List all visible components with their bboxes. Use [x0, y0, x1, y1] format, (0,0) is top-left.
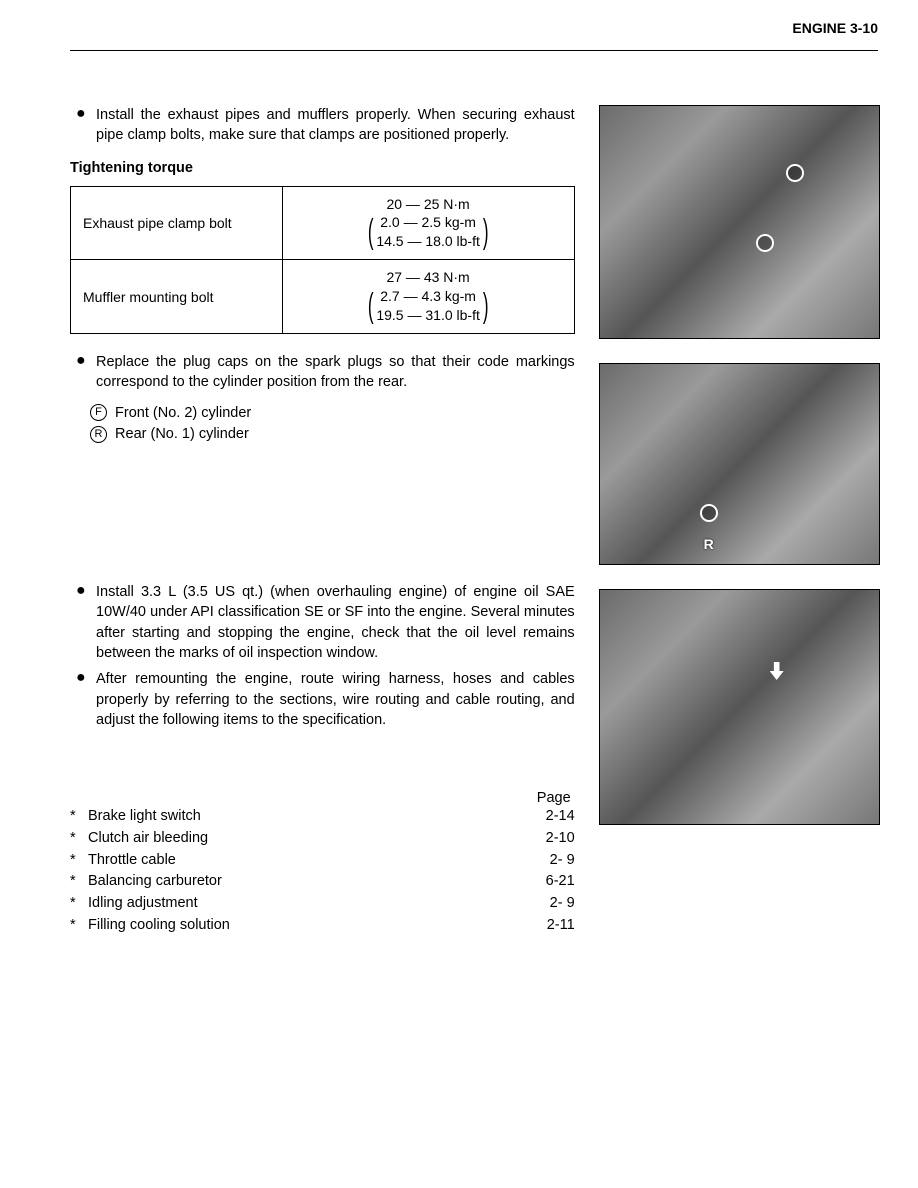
page-reference-line: *Idling adjustment 2- 9	[70, 893, 575, 915]
ref-star: *	[70, 806, 88, 828]
right-paren-icon: )	[483, 289, 489, 323]
callout-circle-icon	[756, 234, 774, 252]
ref-page-number: 2-11	[535, 915, 575, 937]
ref-page-number: 2-14	[535, 806, 575, 828]
ref-label: Balancing carburetor	[88, 871, 222, 893]
callout-circle-icon	[786, 164, 804, 182]
ref-label: Brake light switch	[88, 806, 201, 828]
ref-dots	[205, 815, 531, 816]
torque-value-cell: 20 — 25 N·m ( 2.0 — 2.5 kg-m 14.5 — 18.0…	[282, 186, 574, 260]
spacer	[70, 446, 575, 582]
engine-photo-oil-window	[599, 589, 880, 825]
ref-page-number: 2- 9	[535, 893, 575, 915]
torque-label-cell: Muffler mounting bolt	[71, 260, 283, 334]
torque-lbft: 14.5 — 18.0 lb-ft	[376, 232, 480, 251]
bullet-item: ● After remounting the engine, route wir…	[70, 669, 575, 730]
page-reference-line: *Filling cooling solution 2-11	[70, 915, 575, 937]
ref-star: *	[70, 850, 88, 872]
page-reference-line: *Clutch air bleeding 2-10	[70, 828, 575, 850]
ref-page-number: 6-21	[535, 871, 575, 893]
content-columns: ● Install the exhaust pipes and mufflers…	[70, 105, 878, 937]
ref-dots	[202, 902, 531, 903]
bullet-text: After remounting the engine, route wirin…	[96, 669, 575, 730]
cylinder-lines: F Front (No. 2) cylinder R Rear (No. 1) …	[90, 403, 575, 447]
left-column: ● Install the exhaust pipes and mufflers…	[70, 105, 575, 937]
bullet-item: ● Install the exhaust pipes and mufflers…	[70, 105, 575, 146]
page-container: ENGINE 3-10 ● Install the exhaust pipes …	[0, 0, 918, 977]
torque-table: Exhaust pipe clamp bolt 20 — 25 N·m ( 2.…	[70, 186, 575, 334]
ref-dots	[234, 924, 531, 925]
callout-circle-icon	[700, 504, 718, 522]
torque-nm: 27 — 43 N·m	[295, 268, 562, 287]
ref-star: *	[70, 893, 88, 915]
page-reference-line: *Balancing carburetor 6-21	[70, 871, 575, 893]
left-paren-icon: (	[368, 215, 374, 249]
page-reference-line: *Throttle cable 2- 9	[70, 850, 575, 872]
torque-paren-group: ( 2.0 — 2.5 kg-m 14.5 — 18.0 lb-ft )	[365, 213, 491, 251]
bullet-icon: ●	[70, 105, 96, 146]
ref-page-number: 2-10	[535, 828, 575, 850]
torque-lbft: 19.5 — 31.0 lb-ft	[376, 306, 480, 325]
ref-dots	[180, 859, 531, 860]
circled-letter-icon: F	[90, 404, 107, 421]
ref-page-number: 2- 9	[535, 850, 575, 872]
right-paren-icon: )	[483, 215, 489, 249]
ref-star: *	[70, 871, 88, 893]
torque-value-cell: 27 — 43 N·m ( 2.7 — 4.3 kg-m 19.5 — 31.0…	[282, 260, 574, 334]
ref-star: *	[70, 828, 88, 850]
torque-paren-group: ( 2.7 — 4.3 kg-m 19.5 — 31.0 lb-ft )	[365, 287, 491, 325]
ref-label: Throttle cable	[88, 850, 176, 872]
bullet-icon: ●	[70, 582, 96, 663]
bullet-text: Install the exhaust pipes and mufflers p…	[96, 105, 575, 146]
bullet-icon: ●	[70, 352, 96, 393]
table-row: Exhaust pipe clamp bolt 20 — 25 N·m ( 2.…	[71, 186, 575, 260]
torque-kgm: 2.0 — 2.5 kg-m	[376, 213, 480, 232]
bullet-text: Replace the plug caps on the spark plugs…	[96, 352, 575, 393]
left-paren-icon: (	[368, 289, 374, 323]
bullet-item: ● Replace the plug caps on the spark plu…	[70, 352, 575, 393]
cylinder-rear-text: Rear (No. 1) cylinder	[115, 426, 249, 442]
cylinder-front-line: F Front (No. 2) cylinder	[90, 403, 575, 425]
engine-photo-exhaust	[599, 105, 880, 339]
right-column: R	[599, 105, 878, 937]
bullet-text: Install 3.3 L (3.5 US qt.) (when overhau…	[96, 582, 575, 663]
bullet-icon: ●	[70, 669, 96, 730]
engine-photo-sparkplug: R	[599, 363, 880, 565]
header-rule	[70, 50, 878, 51]
photo-label-r: R	[704, 536, 714, 552]
page-reference-line: *Brake light switch 2-14	[70, 806, 575, 828]
page-references-list: *Brake light switch 2-14*Clutch air blee…	[70, 806, 575, 937]
cylinder-front-text: Front (No. 2) cylinder	[115, 405, 251, 421]
arrow-down-icon	[770, 662, 784, 680]
ref-label: Clutch air bleeding	[88, 828, 208, 850]
ref-dots	[212, 837, 531, 838]
page-header: ENGINE 3-10	[70, 20, 878, 42]
torque-kgm: 2.7 — 4.3 kg-m	[376, 287, 480, 306]
tightening-torque-title: Tightening torque	[70, 160, 575, 176]
cylinder-rear-line: R Rear (No. 1) cylinder	[90, 424, 575, 446]
circled-letter-icon: R	[90, 426, 107, 443]
bullet-item: ● Install 3.3 L (3.5 US qt.) (when overh…	[70, 582, 575, 663]
ref-dots	[226, 880, 531, 881]
ref-label: Idling adjustment	[88, 893, 198, 915]
spacer	[70, 736, 575, 766]
ref-label: Filling cooling solution	[88, 915, 230, 937]
torque-label-cell: Exhaust pipe clamp bolt	[71, 186, 283, 260]
ref-star: *	[70, 915, 88, 937]
table-row: Muffler mounting bolt 27 — 43 N·m ( 2.7 …	[71, 260, 575, 334]
page-ref-header: Page	[70, 790, 575, 806]
torque-nm: 20 — 25 N·m	[295, 195, 562, 214]
